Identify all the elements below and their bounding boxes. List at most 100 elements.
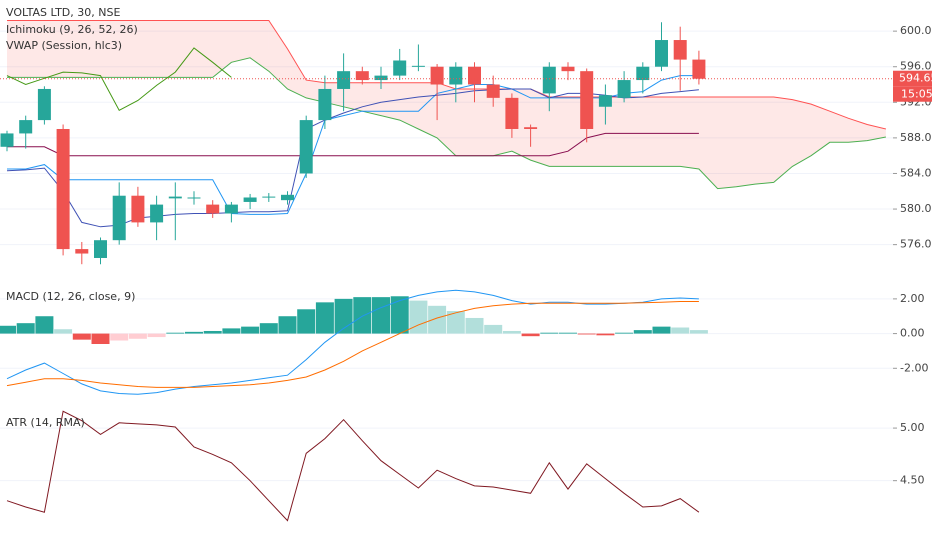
marks-layer <box>0 20 893 522</box>
histogram-bar <box>315 302 334 334</box>
candle-body <box>355 71 369 81</box>
histogram-bar <box>0 325 16 334</box>
candle-body <box>94 240 107 258</box>
y-tick-label: 5.00 <box>900 421 925 434</box>
countdown-label: 15:05 <box>901 88 932 101</box>
cloud-fill <box>698 96 718 189</box>
y-tick-label: 2.00 <box>900 292 925 305</box>
histogram-bar <box>652 326 671 334</box>
candle-body <box>0 133 14 147</box>
cloud-fill <box>137 20 157 78</box>
span-a-line <box>7 57 886 190</box>
y-tick-label: 600.00 <box>900 24 932 37</box>
cloud-fill <box>549 96 568 167</box>
histogram-bar <box>390 296 409 334</box>
candle-body <box>56 128 70 250</box>
candle-body <box>299 120 313 174</box>
histogram-bar <box>428 305 447 334</box>
atr-line <box>6 410 700 522</box>
cloud-fill <box>474 88 494 156</box>
candle-body <box>617 80 631 98</box>
grid-layer <box>0 30 893 482</box>
cloud-fill <box>829 111 849 143</box>
histogram-bar <box>278 316 297 334</box>
candle-body <box>131 195 145 223</box>
cloud-fill <box>530 88 550 167</box>
histogram-bar <box>633 330 652 334</box>
candle-body <box>411 65 425 67</box>
cloud-fill <box>717 96 737 189</box>
cloud-fill <box>605 96 625 167</box>
histogram-bar <box>72 333 91 340</box>
histogram-bar <box>54 329 73 334</box>
histogram-bar <box>465 317 484 334</box>
cloud-fill <box>250 20 269 72</box>
y-tick-label: 576.00 <box>900 238 932 251</box>
indicator-label: VWAP (Session, hlc3) <box>6 39 122 52</box>
candle-body <box>449 66 463 85</box>
cloud-fill <box>194 20 213 78</box>
candle-body <box>168 196 182 199</box>
cloud-fill <box>455 88 475 156</box>
histogram-bar <box>16 323 35 334</box>
candle-body <box>281 194 294 201</box>
candle-body <box>37 88 51 121</box>
cloud-fill <box>81 20 101 78</box>
cloud-fill <box>642 96 662 167</box>
candle-body <box>542 66 556 94</box>
y-tick-label: 0.00 <box>900 327 925 340</box>
histogram-bar <box>409 300 428 334</box>
histogram-bar <box>297 309 316 334</box>
histogram-bar <box>671 327 690 334</box>
y-tick-label: 580.00 <box>900 202 932 215</box>
y-tick-label: 4.50 <box>900 474 925 487</box>
histogram-bar <box>166 332 185 334</box>
candle-body <box>524 127 538 129</box>
candle-body <box>673 40 687 60</box>
cloud-fill <box>811 104 830 156</box>
candle-body <box>206 204 220 214</box>
chart-title: VOLTAS LTD, 30, NSE <box>6 6 120 19</box>
cloud-fill <box>7 20 26 78</box>
candle-body <box>243 197 257 202</box>
candle-body <box>374 75 388 81</box>
histogram-bar <box>91 333 110 344</box>
cloud-fill <box>119 20 138 78</box>
histogram-bar <box>521 333 540 337</box>
cloud-fill <box>175 20 194 78</box>
y-tick-label: 588.00 <box>900 131 932 144</box>
cloud-fill <box>399 82 419 129</box>
last-price-label: 594.65 <box>899 72 932 85</box>
macd-line <box>6 289 699 395</box>
cloud-fill <box>848 118 868 143</box>
cloud-fill <box>268 20 288 89</box>
candle-body <box>393 60 407 76</box>
candle-body <box>318 88 332 121</box>
cloud-fill <box>437 82 456 156</box>
cloud-fill <box>63 20 82 78</box>
histogram-bar <box>577 333 596 335</box>
y-tick-label: -2.00 <box>900 361 928 374</box>
cloud-fill <box>287 48 307 98</box>
cloud-fill <box>755 96 774 185</box>
candle-body <box>75 249 89 254</box>
candle-body <box>636 66 650 81</box>
candle-body <box>561 66 575 72</box>
cloud-fill <box>343 82 363 112</box>
cloud-fill <box>736 96 755 187</box>
cloud-fill <box>661 96 681 167</box>
cloud-fill <box>212 20 232 78</box>
countdown-box <box>893 86 932 102</box>
candle-body <box>19 120 33 134</box>
cloud-fill <box>44 20 64 78</box>
histogram-bar <box>110 333 129 341</box>
cloud-fill <box>25 20 45 78</box>
candle-body <box>112 195 126 241</box>
pane-title: ATR (14, RMA) <box>6 416 85 429</box>
cloud-fill <box>418 82 438 138</box>
indicator-label: Ichimoku (9, 26, 52, 26) <box>6 23 138 36</box>
cloud-fill <box>156 20 176 78</box>
histogram-bar <box>147 333 166 338</box>
histogram-bar <box>559 332 577 334</box>
